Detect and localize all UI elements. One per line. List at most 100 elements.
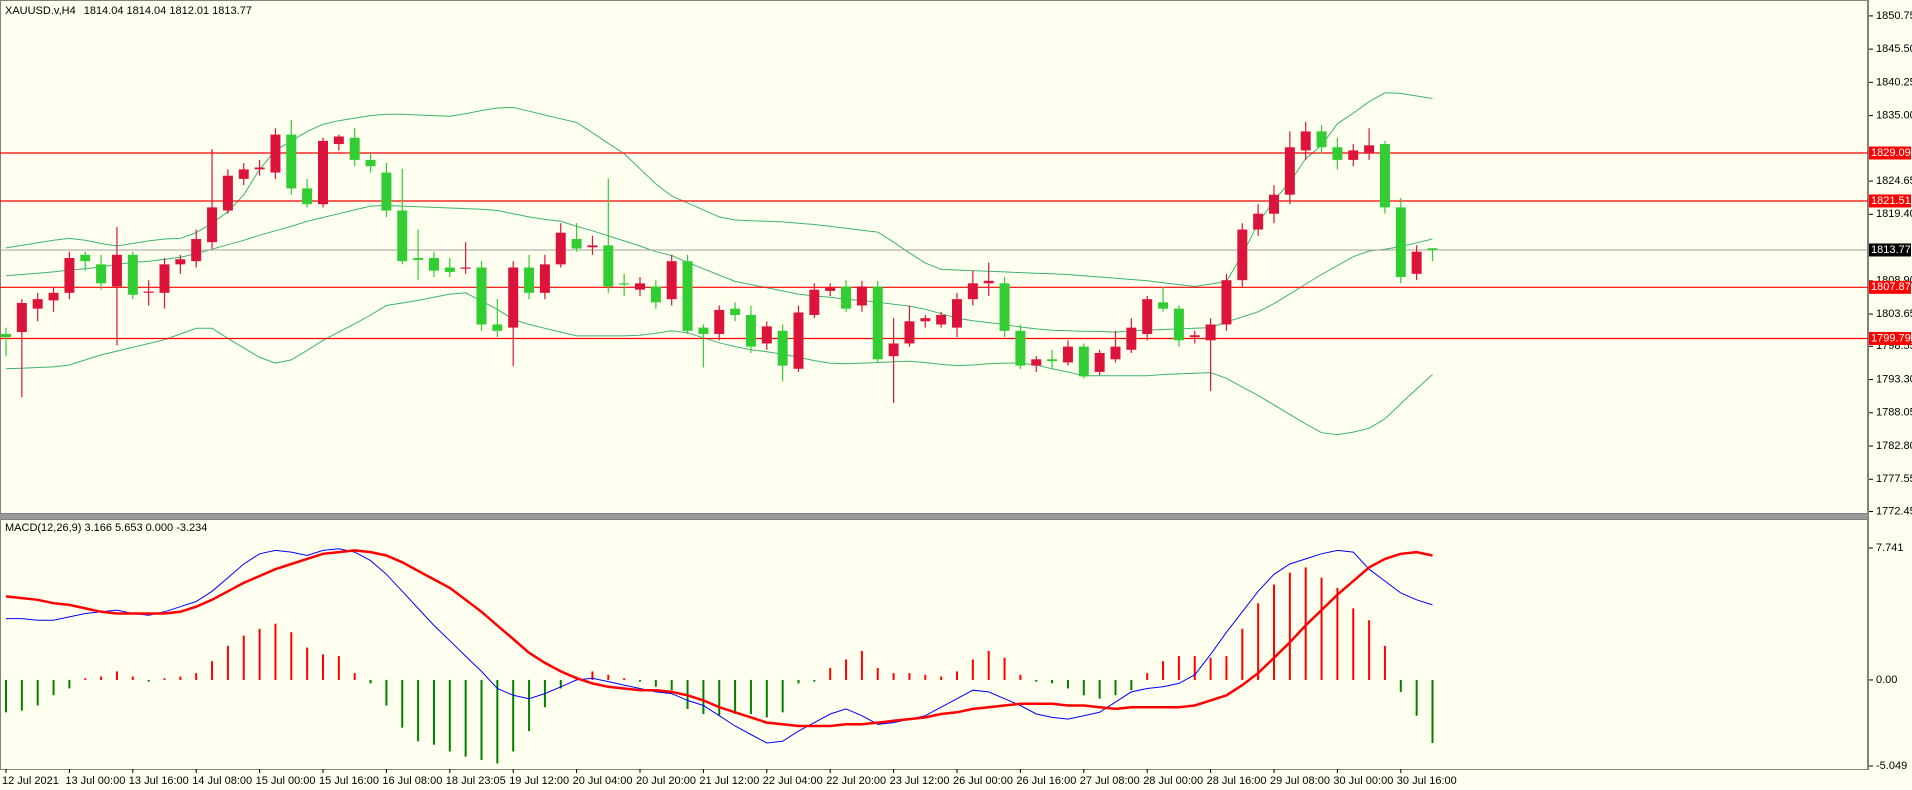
candle-body bbox=[254, 167, 265, 170]
level-label: 1821.51 bbox=[1871, 195, 1911, 207]
macd-histogram-bar bbox=[84, 678, 87, 680]
macd-histogram-bar bbox=[528, 679, 531, 732]
candle-body bbox=[1078, 346, 1089, 377]
macd-histogram-bar bbox=[829, 668, 832, 680]
candle-body bbox=[1364, 145, 1375, 154]
x-tick-label: 20 Jul 04:00 bbox=[573, 775, 633, 787]
candle-body bbox=[952, 299, 962, 328]
macd-histogram-bar bbox=[1098, 679, 1101, 699]
symbol-title: XAUUSD.v,H4 bbox=[5, 5, 76, 17]
y-tick-label: 1803.65 bbox=[1876, 308, 1912, 320]
candle-body bbox=[1158, 302, 1169, 309]
macd-histogram-bar bbox=[20, 679, 23, 711]
candle-body bbox=[777, 330, 788, 366]
candle-body bbox=[603, 245, 614, 287]
candle-body bbox=[1284, 147, 1295, 195]
x-tick-label: 27 Jul 08:00 bbox=[1080, 775, 1140, 787]
candle-body bbox=[476, 267, 487, 325]
macd-histogram-bar bbox=[1241, 628, 1244, 680]
candle-body bbox=[825, 287, 836, 291]
macd-histogram-bar bbox=[623, 678, 626, 680]
macd-histogram-bar bbox=[258, 628, 261, 680]
x-tick-label: 16 Jul 08:00 bbox=[382, 775, 442, 787]
y-tick-label: 1819.40 bbox=[1876, 208, 1912, 220]
candle-body bbox=[555, 232, 566, 265]
candle-body bbox=[571, 239, 582, 249]
candle-body bbox=[111, 254, 122, 287]
y-tick-label: -5.049 bbox=[1876, 760, 1907, 772]
macd-histogram-bar bbox=[1273, 584, 1275, 680]
x-tick-label: 29 Jul 08:00 bbox=[1270, 775, 1330, 787]
y-tick-label: 1850.75 bbox=[1876, 10, 1912, 22]
macd-histogram-bar bbox=[369, 679, 372, 684]
candle-body bbox=[1, 333, 11, 338]
candle-body bbox=[888, 343, 899, 357]
macd-histogram-bar bbox=[306, 647, 309, 680]
candle-body bbox=[793, 312, 804, 369]
x-tick-label: 26 Jul 16:00 bbox=[1016, 775, 1076, 787]
level-label: 1807.87 bbox=[1871, 281, 1911, 293]
macd-histogram-bar bbox=[1177, 656, 1180, 680]
candle-body bbox=[698, 327, 709, 334]
macd-histogram-bar bbox=[1051, 679, 1054, 684]
candle-body bbox=[1300, 131, 1311, 151]
macd-histogram-bar bbox=[337, 656, 340, 680]
candle-body bbox=[999, 283, 1010, 331]
x-tick-label: 14 Jul 08:00 bbox=[192, 775, 252, 787]
y-tick-label: 0.00 bbox=[1876, 674, 1897, 686]
x-tick-label: 18 Jul 23:05 bbox=[446, 775, 506, 787]
candle-body bbox=[48, 292, 59, 301]
macd-histogram-bar bbox=[322, 654, 324, 680]
macd-histogram-bar bbox=[36, 679, 39, 706]
candle-body bbox=[666, 261, 677, 300]
macd-histogram-bar bbox=[1225, 656, 1228, 680]
y-tick-label: 1793.30 bbox=[1876, 373, 1912, 385]
macd-histogram-bar bbox=[100, 676, 103, 680]
macd-histogram-bar bbox=[639, 679, 641, 682]
macd-histogram-bar bbox=[765, 679, 768, 718]
candle-body bbox=[1348, 150, 1359, 160]
candle-body bbox=[96, 264, 107, 284]
macd-line bbox=[5, 549, 1433, 728]
candle-body bbox=[191, 239, 202, 262]
candle-body bbox=[872, 286, 883, 360]
macd-histogram-bar bbox=[1257, 603, 1260, 680]
x-tick-label: 22 Jul 20:00 bbox=[826, 775, 886, 787]
macd-histogram-bar bbox=[734, 679, 737, 715]
candle-body bbox=[397, 210, 408, 262]
macd-histogram-bar bbox=[1162, 661, 1165, 680]
macd-histogram-bar bbox=[797, 679, 800, 684]
macd-histogram-bar bbox=[559, 679, 562, 689]
macd-histogram-bar bbox=[385, 679, 388, 706]
macd-histogram-bar bbox=[971, 659, 974, 680]
x-tick-label: 13 Jul 00:00 bbox=[65, 775, 125, 787]
macd-histogram-bar bbox=[607, 674, 610, 680]
x-tick-label: 28 Jul 16:00 bbox=[1207, 775, 1267, 787]
candle-body bbox=[983, 280, 994, 284]
macd-line bbox=[6, 548, 1433, 744]
candle-body bbox=[1379, 144, 1390, 208]
candle-body bbox=[539, 264, 550, 293]
candle-body bbox=[143, 291, 154, 293]
macd-histogram-bar bbox=[1209, 657, 1212, 680]
candle-body bbox=[413, 258, 424, 260]
candle-body bbox=[1047, 359, 1058, 362]
chart-header: XAUUSD.v,H4 1814.04 1814.04 1812.01 1813.… bbox=[5, 5, 252, 17]
macd-histogram-bar bbox=[908, 673, 911, 680]
macd-histogram-bar bbox=[1130, 679, 1133, 691]
macd-pane bbox=[0, 519, 1868, 770]
macd-histogram-bar bbox=[226, 645, 229, 680]
candle-body bbox=[619, 283, 630, 285]
x-tick-label: 12 Jul 2021 bbox=[2, 775, 59, 787]
candle-body bbox=[1316, 131, 1327, 148]
ohlc-readout: 1814.04 1814.04 1812.01 1813.77 bbox=[84, 5, 252, 17]
macd-histogram-bar bbox=[401, 679, 404, 728]
macd-histogram-bar bbox=[464, 679, 467, 757]
candle-body bbox=[856, 286, 867, 306]
y-tick-label: 1824.65 bbox=[1876, 175, 1912, 187]
candle-body bbox=[1269, 194, 1279, 214]
macd-histogram-bar bbox=[892, 673, 895, 680]
candle-body bbox=[967, 283, 978, 300]
candle-body bbox=[32, 299, 43, 309]
macd-histogram-bar bbox=[1288, 572, 1291, 680]
